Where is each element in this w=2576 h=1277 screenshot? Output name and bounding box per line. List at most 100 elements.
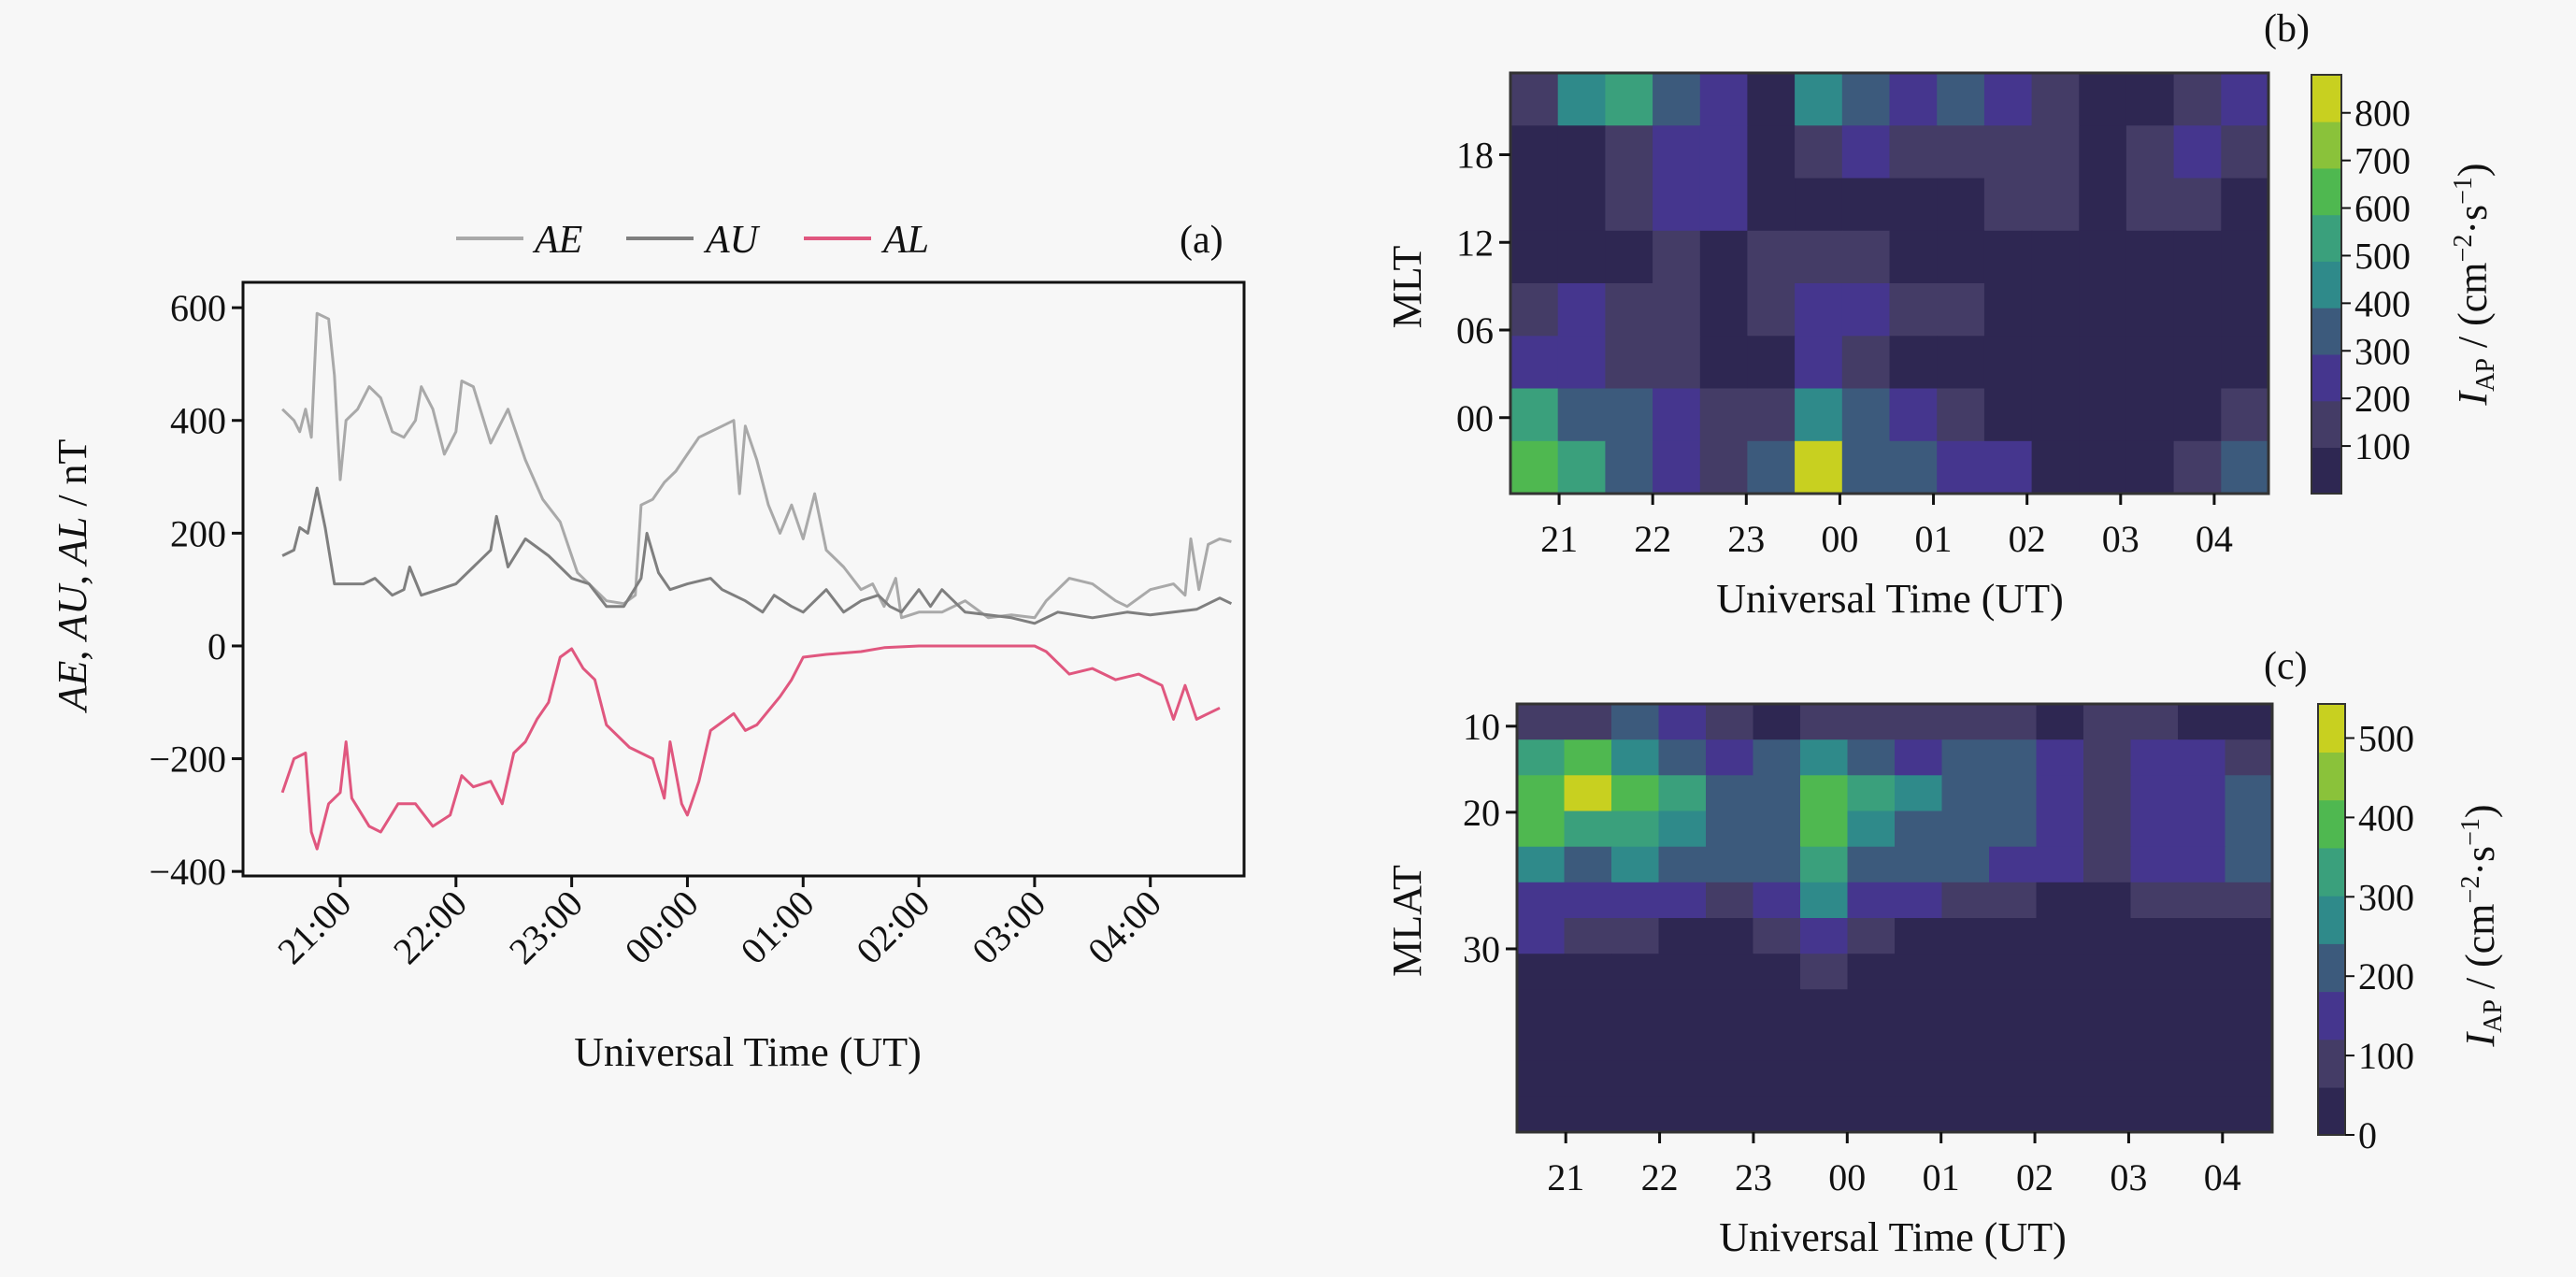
ylabel-sep: , xyxy=(50,640,95,661)
colorbar-frame xyxy=(2311,74,2342,495)
heatmap-cell xyxy=(2221,440,2269,495)
x-axis-label-c: Universal Time (UT) xyxy=(1719,1214,2067,1260)
colorbar-tick-label: 300 xyxy=(2354,330,2411,372)
colorbar-segment xyxy=(2318,799,2345,849)
heatmap-cell xyxy=(1937,283,1985,337)
heatmap-cell xyxy=(1510,440,1559,495)
heatmap-cell xyxy=(2225,704,2273,740)
y-tick-label-a: −400 xyxy=(149,851,226,893)
heatmap-cell xyxy=(1889,73,1938,126)
heatmap-cell xyxy=(1753,846,1801,883)
heatmap-cell xyxy=(1605,230,1653,284)
heatmap-cell xyxy=(1847,775,1896,812)
colorbar-tick-label: 200 xyxy=(2354,378,2411,420)
heatmap-cell xyxy=(1706,1025,1754,1062)
heatmap-cell xyxy=(1937,440,1985,495)
x-tick-label: 01 xyxy=(1915,518,1953,560)
heatmap-cell xyxy=(1895,882,1943,919)
heatmap-cell xyxy=(1989,704,2038,740)
plot-frame xyxy=(1515,702,2274,1134)
ylabel-au: AU xyxy=(50,582,95,643)
heatmap-cell xyxy=(1605,440,1653,495)
heatmap-cell xyxy=(1557,283,1607,337)
cbar-unit: ) xyxy=(2457,804,2503,818)
heatmap-cell xyxy=(1517,954,1566,991)
heatmap-cell xyxy=(1605,283,1653,337)
heatmap-cell xyxy=(1847,1096,1896,1133)
colorbar-tick-label: 200 xyxy=(2358,955,2414,997)
heatmap-cell xyxy=(2225,1096,2273,1133)
heatmap-cell xyxy=(1895,846,1943,883)
heatmap-cell xyxy=(1699,230,1749,284)
plot-frame-a xyxy=(241,280,1246,878)
colorbar-tick-label: 500 xyxy=(2354,235,2411,277)
heatmap-cell xyxy=(1564,882,1612,919)
heatmap-cell xyxy=(1517,989,1566,1026)
heatmap-cell xyxy=(1557,230,1607,284)
heatmap-cell xyxy=(1983,178,2033,232)
heatmap-cell xyxy=(2125,440,2175,495)
heatmap-cell xyxy=(1800,1096,1849,1133)
heatmap-cell xyxy=(1889,440,1938,495)
y-axis-label-c: MLAT xyxy=(1384,865,1430,977)
heatmap-cell xyxy=(2125,283,2175,337)
heatmap-cell xyxy=(1989,1025,2038,1062)
heatmap-cell xyxy=(1841,125,1891,179)
y-axis-label-a: AE, AU, AL / nT xyxy=(50,438,95,713)
y-tick-label: 30 xyxy=(1463,928,1500,970)
legend-label-al: AL xyxy=(880,219,929,262)
x-tick-label: 02 xyxy=(2016,1156,2054,1198)
heatmap-cell xyxy=(1895,775,1943,812)
heatmap-cell xyxy=(1937,230,1985,284)
heatmap-cell xyxy=(1564,811,1612,848)
x-tick-label: 03 xyxy=(2102,518,2140,560)
heatmap-cell xyxy=(1983,388,2033,442)
heatmap-cell xyxy=(1611,1025,1660,1062)
heatmap-cell xyxy=(1941,989,1990,1026)
heatmap-cell xyxy=(2225,1060,2273,1098)
heatmap-cell xyxy=(1847,989,1896,1026)
heatmap-cell xyxy=(2225,1025,2273,1062)
plot-frame xyxy=(1509,71,2270,495)
heatmap-cell xyxy=(1841,178,1891,232)
heatmap-cell xyxy=(1800,954,1849,991)
colorbar-segment xyxy=(2318,991,2345,1040)
heatmap-cell xyxy=(1517,775,1566,812)
heatmap-cell xyxy=(1841,440,1891,495)
heatmap-cell xyxy=(1611,775,1660,812)
heatmap-cell xyxy=(1937,388,1985,442)
colorbar-tick-label: 400 xyxy=(2354,282,2411,324)
heatmap-cell xyxy=(1895,918,1943,954)
heatmap-cell xyxy=(2221,336,2269,390)
series-line-au xyxy=(281,486,1233,625)
heatmap-cell xyxy=(1517,739,1566,777)
y-tick-label: 06 xyxy=(1456,309,1494,352)
cbar-subscript: AP xyxy=(2479,999,2508,1033)
heatmap-cell xyxy=(1989,882,2038,919)
heatmap-cell xyxy=(1611,704,1660,740)
heatmap-cell xyxy=(2130,1096,2179,1133)
heatmap-cell xyxy=(1699,440,1749,495)
heatmap-cell xyxy=(2031,388,2081,442)
heatmap-cell xyxy=(1611,1060,1660,1098)
heatmap-cell xyxy=(1795,178,1843,232)
colorbar-tick-label: 0 xyxy=(2358,1114,2377,1156)
y-axis-label-b: MLT xyxy=(1384,245,1430,328)
colorbar-segment xyxy=(2318,943,2345,993)
heatmap-cell xyxy=(1847,954,1896,991)
heatmap-cell xyxy=(2036,989,2084,1026)
heatmap-cell xyxy=(2083,739,2132,777)
heatmap-cell xyxy=(2178,1096,2226,1133)
heatmap-cell xyxy=(1800,846,1849,883)
heatmap-cell xyxy=(1795,125,1843,179)
heatmap-cell xyxy=(2079,388,2127,442)
heatmap-cell xyxy=(1983,440,2033,495)
heatmap-cell xyxy=(1941,1060,1990,1098)
heatmap-cell xyxy=(1706,954,1754,991)
heatmap-cell xyxy=(1841,283,1891,337)
heatmap-cell xyxy=(1517,811,1566,848)
heatmap-cell xyxy=(2083,954,2132,991)
heatmap-cell xyxy=(2036,811,2084,848)
heatmap-cell xyxy=(1800,704,1849,740)
heatmap-cell xyxy=(1795,73,1843,126)
